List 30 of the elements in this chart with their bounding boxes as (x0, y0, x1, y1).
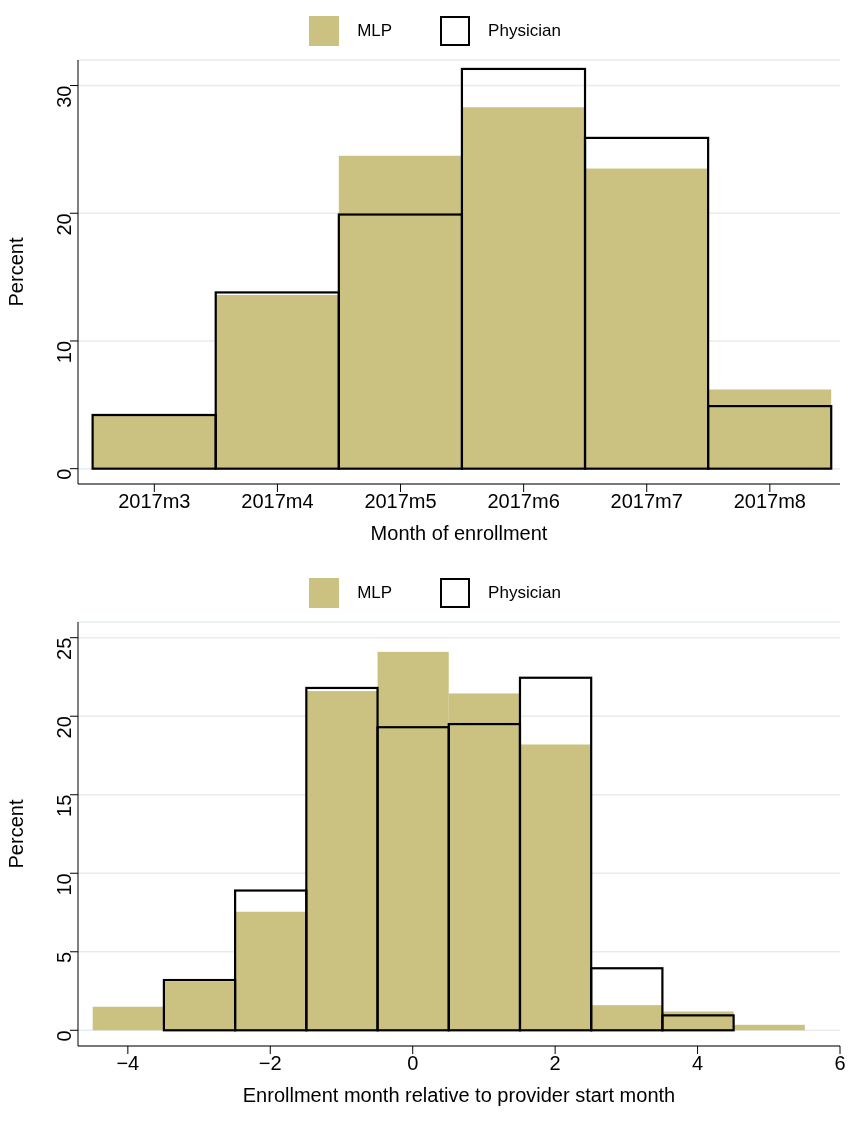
x-axis-title: Month of enrollment (370, 522, 548, 544)
x-tick-label: 0 (407, 1052, 419, 1075)
x-tick-label: −4 (116, 1052, 140, 1075)
y-tick-label: 20 (53, 213, 76, 236)
y-tick-label: 0 (53, 1030, 76, 1042)
legend-label: MLP (357, 583, 393, 603)
y-tick-label: 20 (53, 716, 76, 739)
y-tick-label: 10 (53, 873, 76, 896)
y-axis-title: Percent (5, 799, 28, 869)
y-axis-title: Percent (5, 237, 28, 307)
y-tick-label: 5 (53, 951, 76, 963)
y-tick-label: 0 (53, 468, 76, 480)
x-tick-label: 2017m5 (364, 490, 437, 513)
x-tick-label: −2 (258, 1052, 282, 1075)
legend-label: MLP (357, 21, 393, 41)
x-tick-label: 2017m7 (610, 490, 683, 513)
x-axis-title: Enrollment month relative to provider start month (242, 1084, 676, 1106)
x-tick-label: 2017m8 (733, 490, 806, 513)
legend-label: Physician (488, 21, 561, 41)
legend-label: Physician (488, 583, 561, 603)
x-tick-label: 6 (834, 1052, 846, 1075)
x-tick-label: 2017m6 (487, 490, 560, 513)
y-tick-label: 25 (53, 637, 76, 660)
y-tick-label: 30 (53, 85, 76, 108)
x-tick-label: 2 (549, 1052, 561, 1075)
x-tick-label: 2017m4 (241, 490, 314, 513)
y-tick-label: 15 (53, 794, 76, 817)
x-tick-label: 2017m3 (118, 490, 191, 513)
x-tick-label: 4 (692, 1052, 704, 1075)
y-tick-label: 10 (53, 340, 76, 364)
